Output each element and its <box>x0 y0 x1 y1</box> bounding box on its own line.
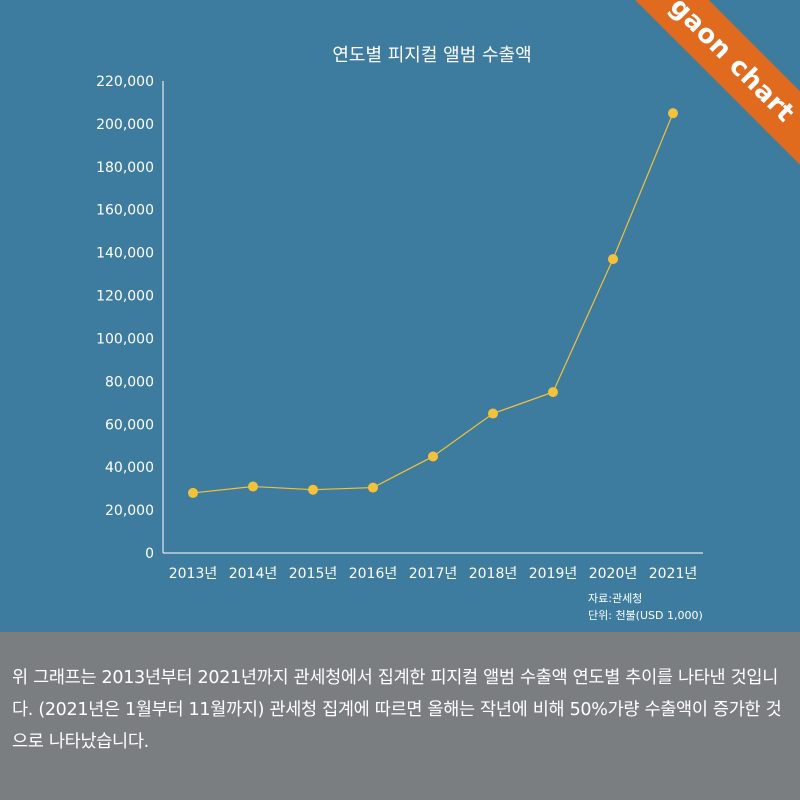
y-axis: 0 20,000 40,000 60,000 80,000 100,000 120,000 1… <box>96 74 164 562</box>
y-tick-label: 60,000 <box>105 417 154 433</box>
data-point <box>428 451 438 462</box>
x-tick-label: 2017년 <box>409 566 458 582</box>
x-tick-label: 2016년 <box>349 566 398 582</box>
data-point <box>368 482 378 493</box>
y-tick-label: 80,000 <box>105 374 154 390</box>
line-chart: 연도별 피지컬 앨범 수출액 0 20,000 40,000 60,000 80,000… <box>96 45 703 582</box>
y-tick-label: 160,000 <box>96 203 154 219</box>
x-axis: 2013년 2014년 2015년 2016년 2017년 2018년 2019년 2020년… <box>163 552 703 582</box>
x-tick-label: 2018년 <box>469 566 518 582</box>
y-tick-label: 180,000 <box>96 160 154 176</box>
brand-label: gaon chart <box>621 0 800 171</box>
data-point <box>188 487 198 498</box>
x-tick-label: 2014년 <box>229 566 278 582</box>
unit-line: 단위: 천불(USD 1,000) <box>588 609 703 622</box>
y-tick-label: 100,000 <box>96 331 154 347</box>
series-layer <box>188 108 678 498</box>
y-tick-label: 200,000 <box>96 117 154 133</box>
source-line: 자료:관세청 <box>588 592 643 605</box>
x-tick-label: 2013년 <box>169 566 218 582</box>
chart-title: 연도별 피지컬 앨범 수출액 <box>332 45 531 66</box>
data-point <box>488 408 498 419</box>
y-tick-label: 140,000 <box>96 246 154 262</box>
y-tick-label: 0 <box>145 546 154 562</box>
y-tick-label: 40,000 <box>105 460 154 476</box>
brand-ribbon: gaon chart <box>600 0 800 200</box>
data-point <box>248 481 258 492</box>
data-point <box>668 108 678 119</box>
x-tick-label: 2015년 <box>289 566 338 582</box>
y-tick-label: 220,000 <box>96 74 154 90</box>
y-tick-label: 120,000 <box>96 289 154 305</box>
data-point <box>548 387 558 398</box>
data-point <box>608 254 618 265</box>
y-tick-label: 20,000 <box>105 503 154 519</box>
data-point <box>308 484 318 495</box>
x-tick-label: 2021년 <box>649 566 698 582</box>
caption-panel: 위 그래프는 2013년부터 2021년까지 관세청에서 집계한 피지컬 앨범 … <box>0 632 800 800</box>
caption-text: 위 그래프는 2013년부터 2021년까지 관세청에서 집계한 피지컬 앨범 … <box>12 668 782 752</box>
source-note: 자료:관세청 단위: 천불(USD 1,000) <box>588 590 703 624</box>
x-tick-label: 2019년 <box>529 566 578 582</box>
x-tick-label: 2020년 <box>589 566 638 582</box>
